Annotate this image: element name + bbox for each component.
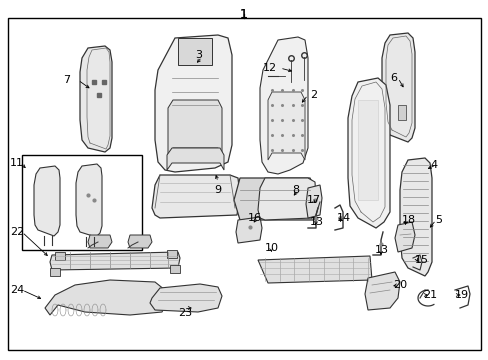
Text: 15: 15	[414, 255, 428, 265]
Text: 10: 10	[264, 243, 279, 253]
Text: 5: 5	[434, 215, 441, 225]
Polygon shape	[152, 175, 240, 218]
Text: 14: 14	[336, 213, 350, 223]
Text: 24: 24	[10, 285, 24, 295]
Text: 13: 13	[374, 245, 388, 255]
Polygon shape	[236, 217, 262, 243]
Polygon shape	[267, 92, 305, 160]
Text: 21: 21	[422, 290, 436, 300]
Text: 1: 1	[240, 8, 247, 21]
Polygon shape	[167, 148, 224, 170]
Polygon shape	[167, 250, 177, 258]
Polygon shape	[394, 222, 414, 252]
Polygon shape	[399, 158, 431, 276]
Polygon shape	[381, 33, 414, 142]
Polygon shape	[88, 235, 112, 248]
Text: 3: 3	[195, 50, 202, 60]
Text: 2: 2	[309, 90, 317, 100]
Text: 6: 6	[389, 73, 396, 83]
Text: 23: 23	[178, 308, 192, 318]
Polygon shape	[45, 280, 168, 315]
Polygon shape	[76, 164, 102, 237]
Text: 8: 8	[291, 185, 299, 195]
Polygon shape	[234, 178, 317, 220]
Bar	[22, 155, 142, 250]
Polygon shape	[397, 105, 405, 120]
Polygon shape	[168, 100, 222, 155]
Polygon shape	[150, 284, 222, 312]
Text: 7: 7	[63, 75, 70, 85]
Polygon shape	[357, 100, 377, 200]
Polygon shape	[178, 38, 212, 65]
Text: 19: 19	[454, 290, 468, 300]
Polygon shape	[128, 235, 152, 248]
Text: 13: 13	[309, 217, 324, 227]
Text: 12: 12	[263, 63, 277, 73]
Text: 18: 18	[401, 215, 415, 225]
Polygon shape	[347, 78, 389, 228]
Polygon shape	[80, 46, 112, 152]
Polygon shape	[258, 256, 371, 283]
Polygon shape	[364, 272, 399, 310]
Polygon shape	[305, 185, 321, 218]
Text: 4: 4	[429, 160, 436, 170]
Polygon shape	[50, 268, 60, 276]
Text: 1: 1	[240, 8, 247, 21]
Polygon shape	[55, 252, 65, 260]
Polygon shape	[155, 35, 231, 172]
Polygon shape	[170, 265, 180, 273]
Text: 9: 9	[214, 185, 221, 195]
Text: 16: 16	[247, 213, 262, 223]
Text: 22: 22	[10, 227, 24, 237]
Polygon shape	[34, 166, 60, 236]
Polygon shape	[258, 178, 315, 220]
Text: 17: 17	[306, 195, 321, 205]
Polygon shape	[260, 37, 307, 174]
Polygon shape	[50, 252, 180, 270]
Text: 20: 20	[392, 280, 407, 290]
Text: 11: 11	[10, 158, 24, 168]
